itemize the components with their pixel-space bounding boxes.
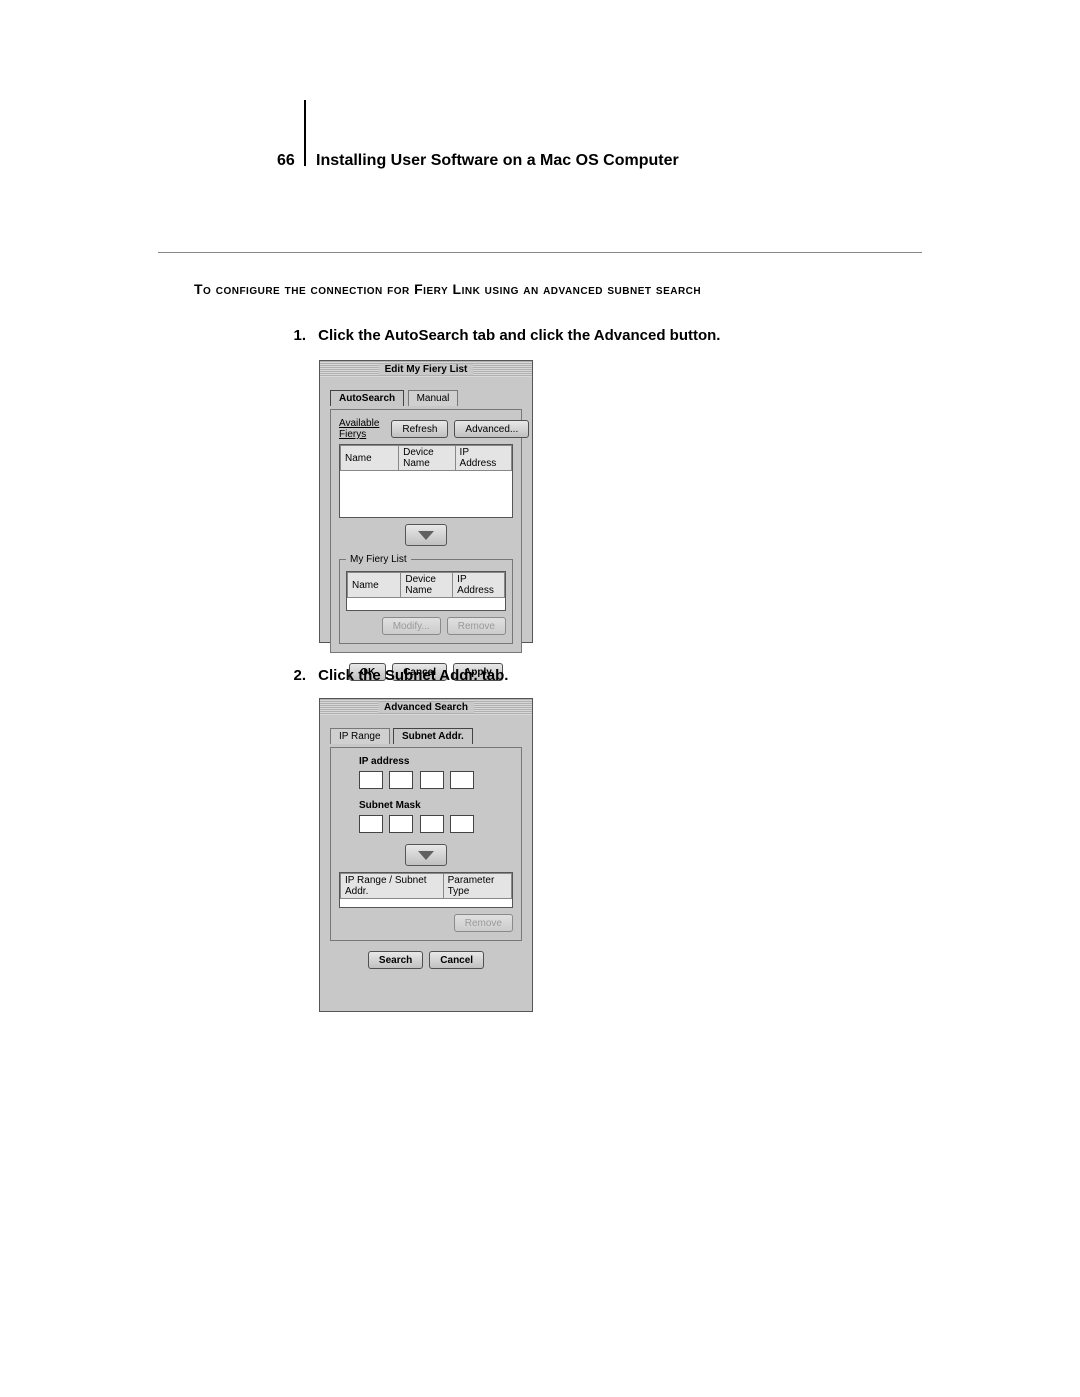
step-1-text: Click the AutoSearch tab and click the A…: [318, 327, 720, 344]
add-arrow-button-2[interactable]: [405, 844, 447, 866]
ip-octet-2[interactable]: [389, 771, 413, 789]
subnet-mask-label: Subnet Mask: [359, 800, 513, 811]
dialog-title: Edit My Fiery List: [379, 364, 474, 375]
col-ip[interactable]: IP Address: [455, 446, 511, 471]
modify-button[interactable]: Modify...: [382, 617, 441, 635]
tab-subnet-addr[interactable]: Subnet Addr.: [393, 728, 473, 744]
my-fiery-list-table[interactable]: Name Device Name IP Address: [346, 571, 506, 611]
subnet-list-table[interactable]: IP Range / Subnet Addr. Parameter Type: [339, 872, 513, 908]
step-2: 2. Click the Subnet Addr. tab.: [284, 667, 508, 684]
header-divider: [304, 100, 306, 166]
ip-octet-3[interactable]: [420, 771, 444, 789]
my-fiery-list-label: My Fiery List: [346, 554, 411, 565]
mask-octet-4[interactable]: [450, 815, 474, 833]
mask-octet-2[interactable]: [389, 815, 413, 833]
step-1-number: 1.: [284, 327, 306, 344]
available-fierys-table[interactable]: Name Device Name IP Address: [339, 444, 513, 518]
page-number: 66: [277, 152, 295, 170]
ip-octet-4[interactable]: [450, 771, 474, 789]
col-device[interactable]: Device Name: [399, 446, 455, 471]
remove-button-2[interactable]: Remove: [454, 914, 513, 932]
chevron-down-icon: [418, 531, 434, 540]
ip-address-label: IP address: [359, 756, 513, 767]
remove-button[interactable]: Remove: [447, 617, 506, 635]
refresh-button[interactable]: Refresh: [391, 420, 448, 438]
step-2-text: Click the Subnet Addr. tab.: [318, 667, 508, 684]
tab-ip-range[interactable]: IP Range: [330, 728, 390, 744]
cancel-button-2[interactable]: Cancel: [429, 951, 484, 969]
step-1: 1. Click the AutoSearch tab and click th…: [284, 327, 720, 344]
col-param[interactable]: Parameter Type: [443, 874, 511, 899]
col-ip-2[interactable]: IP Address: [453, 573, 505, 598]
document-page: 66 Installing User Software on a Mac OS …: [0, 0, 1080, 1397]
tab-autosearch[interactable]: AutoSearch: [330, 390, 404, 406]
add-arrow-button[interactable]: [405, 524, 447, 546]
mask-octet-3[interactable]: [420, 815, 444, 833]
tab-manual[interactable]: Manual: [408, 390, 459, 406]
dialog-title-bar: Edit My Fiery List: [320, 361, 532, 377]
advanced-search-dialog: Advanced Search IP Range Subnet Addr. IP…: [319, 698, 533, 1012]
header-title: Installing User Software on a Mac OS Com…: [316, 152, 679, 170]
chevron-down-icon-2: [418, 851, 434, 860]
available-fierys-label[interactable]: Available Fierys: [339, 418, 379, 440]
mask-octet-1[interactable]: [359, 815, 383, 833]
dialog2-title: Advanced Search: [378, 702, 474, 713]
col-name-2[interactable]: Name: [348, 573, 401, 598]
tabs: AutoSearch Manual: [330, 387, 522, 405]
col-range[interactable]: IP Range / Subnet Addr.: [341, 874, 444, 899]
section-heading: To configure the connection for Fiery Li…: [194, 279, 854, 299]
tabs-2: IP Range Subnet Addr.: [330, 725, 522, 743]
my-fiery-list-group: My Fiery List Name Device Name IP Addres…: [339, 554, 513, 644]
ip-octet-1[interactable]: [359, 771, 383, 789]
step-2-number: 2.: [284, 667, 306, 684]
search-button[interactable]: Search: [368, 951, 423, 969]
dialog2-title-bar: Advanced Search: [320, 699, 532, 715]
col-device-2[interactable]: Device Name: [401, 573, 453, 598]
advanced-button[interactable]: Advanced...: [454, 420, 529, 438]
horizontal-rule: [158, 252, 922, 253]
edit-fiery-list-dialog: Edit My Fiery List AutoSearch Manual Ava…: [319, 360, 533, 643]
subnet-panel: IP address Subnet Mask: [330, 747, 522, 941]
col-name[interactable]: Name: [341, 446, 399, 471]
autosearch-panel: Available Fierys Refresh Advanced... Nam…: [330, 409, 522, 653]
